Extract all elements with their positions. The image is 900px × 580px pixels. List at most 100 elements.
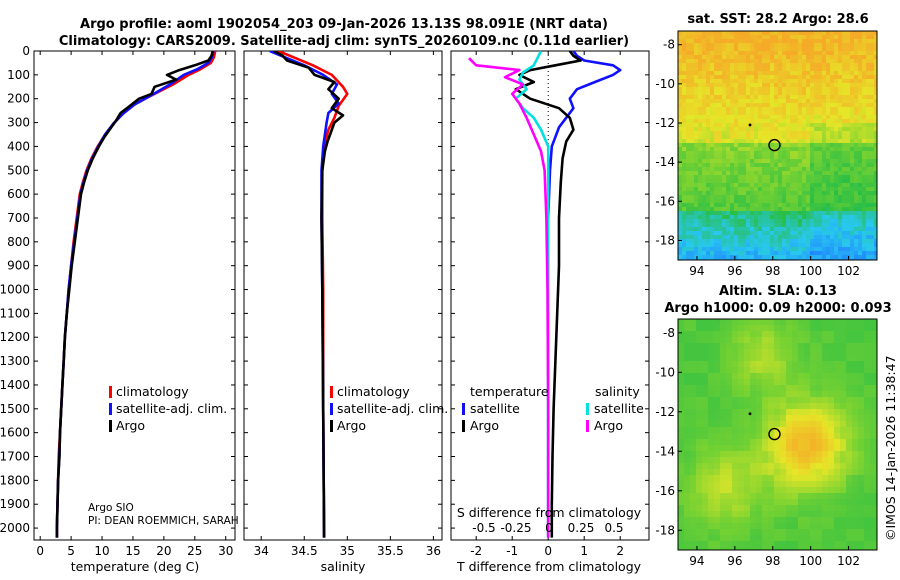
map-cell xyxy=(794,35,799,40)
map-cell xyxy=(718,195,723,200)
map-cell xyxy=(870,159,875,164)
map-cell xyxy=(854,71,859,76)
map-cell xyxy=(806,155,811,160)
map-cell xyxy=(710,55,715,60)
map-cell xyxy=(706,123,711,128)
map-cell xyxy=(774,415,781,422)
map-cell xyxy=(842,195,847,200)
map-cell xyxy=(762,439,769,446)
map-cell xyxy=(686,103,691,108)
map-cell xyxy=(714,403,721,410)
map-cell xyxy=(726,95,731,100)
map-cell xyxy=(718,179,723,184)
map-cell xyxy=(738,171,743,176)
map-cell xyxy=(758,43,763,48)
map-cell xyxy=(822,207,827,212)
map-cell xyxy=(732,343,739,350)
map-cell xyxy=(694,243,699,248)
map-cell xyxy=(834,227,839,232)
map-cell xyxy=(746,75,751,80)
map-cell xyxy=(826,215,831,220)
map-cell xyxy=(766,31,771,36)
map-cell xyxy=(774,481,781,488)
map-cell xyxy=(744,361,751,368)
map-cell xyxy=(792,355,799,362)
map-cell xyxy=(798,523,805,530)
map-cell xyxy=(854,195,859,200)
map-cell xyxy=(834,231,839,236)
map-cell xyxy=(750,361,757,368)
map-cell xyxy=(778,219,783,224)
depth-tick-label: 0 xyxy=(22,44,30,58)
map-cell xyxy=(690,219,695,224)
map-cell xyxy=(786,147,791,152)
map-cell xyxy=(782,239,787,244)
map-cell xyxy=(702,195,707,200)
map-cell xyxy=(730,71,735,76)
map-cell xyxy=(846,187,851,192)
map-cell xyxy=(874,91,877,96)
map-cell xyxy=(846,111,851,116)
map-cell xyxy=(850,47,855,52)
map-cell xyxy=(714,135,719,140)
map-cell xyxy=(722,235,727,240)
map-cell xyxy=(826,159,831,164)
map-cell xyxy=(734,155,739,160)
map-cell xyxy=(682,63,687,68)
map-cell xyxy=(780,499,787,506)
map-cell xyxy=(778,79,783,84)
map-cell xyxy=(744,517,751,524)
map-cell xyxy=(750,349,757,356)
legend-temperature-title: temperature xyxy=(470,384,549,399)
map-cell xyxy=(826,87,831,92)
map-cell xyxy=(858,343,865,350)
legend-t-argo: Argo xyxy=(470,418,499,433)
map-cell xyxy=(810,199,815,204)
map-cell xyxy=(774,239,779,244)
map-cell xyxy=(802,123,807,128)
map-cell xyxy=(722,255,727,260)
map-cell xyxy=(678,115,683,120)
map-cell xyxy=(682,107,687,112)
map-cell xyxy=(814,147,819,152)
map-cell xyxy=(816,529,823,536)
map-cell xyxy=(782,203,787,208)
map-cell xyxy=(710,123,715,128)
map-cell xyxy=(816,409,823,416)
map-cell xyxy=(822,535,829,542)
map-cell xyxy=(726,103,731,108)
map-cell xyxy=(720,391,727,398)
map-cell xyxy=(780,355,787,362)
map-cell xyxy=(804,511,811,518)
map-cell xyxy=(778,127,783,132)
map-cell xyxy=(858,187,863,192)
map-cell xyxy=(694,31,699,36)
map-cell xyxy=(864,457,871,464)
map-cell xyxy=(778,39,783,44)
map-cell xyxy=(790,163,795,168)
map-cell xyxy=(790,39,795,44)
map-cell xyxy=(722,139,727,144)
map-cell xyxy=(734,171,739,176)
map-cell xyxy=(798,95,803,100)
map-cell xyxy=(852,415,859,422)
map-cell xyxy=(846,159,851,164)
map-cell xyxy=(684,403,691,410)
map-cell xyxy=(830,51,835,56)
map-cell xyxy=(720,403,727,410)
map-cell xyxy=(682,59,687,64)
map-cell xyxy=(770,91,775,96)
map-cell xyxy=(794,159,799,164)
map-cell xyxy=(864,439,871,446)
map-cell xyxy=(790,151,795,156)
map-cell xyxy=(732,319,739,326)
map-cell xyxy=(734,55,739,60)
map-cell xyxy=(862,31,867,36)
map-cell xyxy=(762,143,767,148)
map-cell xyxy=(778,35,783,40)
map-cell xyxy=(746,227,751,232)
map-cell xyxy=(830,155,835,160)
map-cell xyxy=(850,215,855,220)
map-cell xyxy=(828,385,835,392)
map-cell xyxy=(750,43,755,48)
